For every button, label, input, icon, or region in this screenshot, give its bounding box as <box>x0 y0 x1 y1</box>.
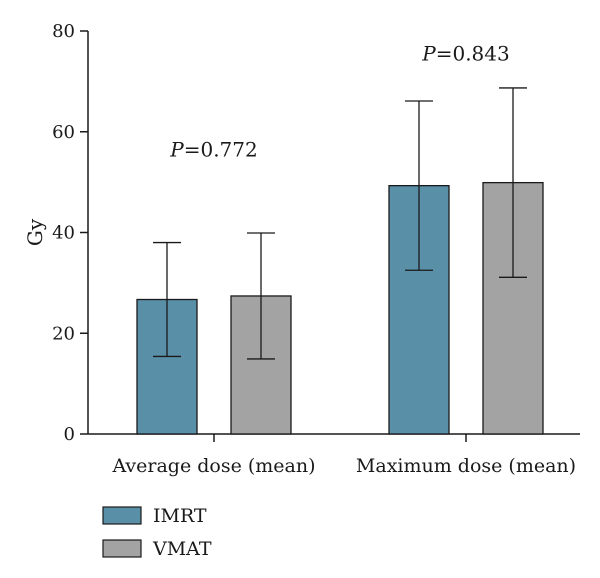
x-tick-label: Average dose (mean) <box>111 455 315 477</box>
error-bars <box>153 87 527 360</box>
p-value: =0.843 <box>436 42 510 66</box>
p-symbol: P <box>169 137 184 161</box>
p-symbol: P <box>421 42 436 66</box>
bars <box>136 181 544 435</box>
legend-swatch-imrt <box>102 506 142 525</box>
legend-label-imrt: IMRT <box>153 505 207 527</box>
x-tick-label: Maximum dose (mean) <box>356 455 576 477</box>
y-tick-label: 80 <box>52 21 75 42</box>
y-tick-label: 60 <box>52 122 75 143</box>
p-value-label: P=0.772 <box>169 137 257 161</box>
p-value-label: P=0.843 <box>421 42 509 66</box>
p-value: =0.772 <box>184 137 258 161</box>
y-tick-label: 20 <box>52 323 75 344</box>
legend-swatch-vmat <box>102 539 142 558</box>
y-tick-label: 40 <box>52 223 75 244</box>
y-axis-title: Gy <box>23 218 47 246</box>
axes: 0 20 40 60 80 Gy Average dose (mean) Maximum do… <box>23 21 580 477</box>
y-tick-label: 0 <box>64 424 75 445</box>
legend-label-vmat: VMAT <box>152 538 212 560</box>
legend: IMRT VMAT <box>102 505 212 560</box>
